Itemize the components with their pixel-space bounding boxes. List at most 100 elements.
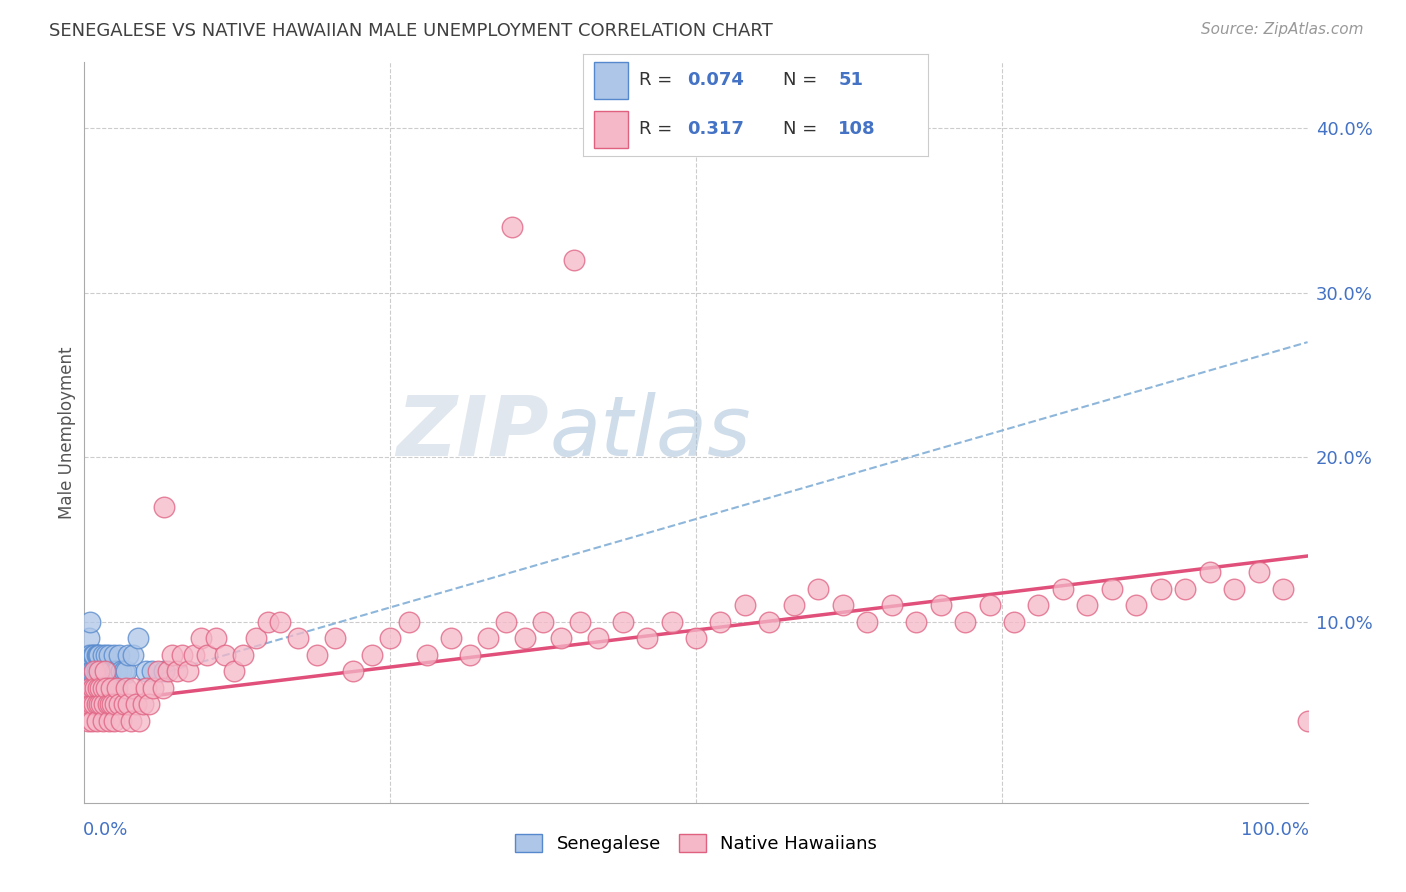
Point [98, 697, 121, 711]
Point [138, 697, 160, 711]
Text: 0.0%: 0.0% [83, 822, 128, 839]
Point [77, 681, 100, 695]
Point [87, 681, 110, 695]
Point [1198, 566, 1220, 580]
Point [97, 648, 120, 662]
Point [112, 664, 135, 678]
Point [222, 664, 245, 678]
Point [94, 664, 117, 678]
Point [1150, 582, 1173, 596]
Point [1028, 599, 1050, 613]
Point [89, 664, 111, 678]
Bar [593, 111, 628, 148]
Point [495, 615, 517, 629]
Point [166, 664, 188, 678]
Point [87, 681, 110, 695]
Point [80, 714, 103, 728]
Point [90, 697, 112, 711]
Point [84, 681, 107, 695]
Point [107, 648, 129, 662]
Point [153, 664, 176, 678]
Point [128, 714, 150, 728]
Point [323, 632, 346, 646]
Point [79, 615, 101, 629]
Text: N =: N = [783, 120, 824, 138]
Point [1296, 714, 1319, 728]
Point [97, 681, 120, 695]
Legend: Senegalese, Native Hawaiians: Senegalese, Native Hawaiians [508, 827, 884, 861]
Point [550, 632, 572, 646]
Text: 108: 108 [838, 120, 876, 138]
Point [162, 648, 184, 662]
Point [94, 664, 117, 678]
Point [232, 648, 254, 662]
Point [91, 664, 114, 678]
Point [104, 697, 127, 711]
Point [86, 664, 108, 678]
Point [105, 681, 128, 695]
Point [1272, 582, 1295, 596]
Point [98, 664, 121, 678]
Point [953, 615, 976, 629]
Point [122, 681, 145, 695]
Point [97, 697, 120, 711]
Point [125, 697, 148, 711]
Point [115, 681, 138, 695]
Point [342, 664, 364, 678]
Point [156, 664, 179, 678]
Point [77, 714, 100, 728]
Point [115, 664, 138, 678]
Point [929, 599, 952, 613]
Point [305, 648, 328, 662]
Point [135, 664, 157, 678]
Point [80, 664, 103, 678]
Point [1002, 615, 1025, 629]
Point [142, 681, 165, 695]
Point [172, 648, 194, 662]
Point [568, 615, 591, 629]
Point [100, 664, 122, 678]
Point [79, 648, 101, 662]
Point [87, 648, 110, 662]
Text: R =: R = [638, 120, 678, 138]
Point [82, 681, 104, 695]
Text: 100.0%: 100.0% [1241, 822, 1309, 839]
Point [183, 648, 205, 662]
Point [1125, 599, 1147, 613]
Point [287, 632, 309, 646]
Point [89, 681, 111, 695]
Point [398, 615, 420, 629]
Point [135, 681, 157, 695]
Point [82, 648, 104, 662]
Point [141, 664, 163, 678]
Point [205, 632, 228, 646]
Point [96, 681, 118, 695]
Point [77, 697, 100, 711]
Point [89, 681, 111, 695]
Point [195, 648, 218, 662]
Point [783, 599, 806, 613]
Point [101, 697, 124, 711]
Point [177, 664, 200, 678]
Point [100, 681, 122, 695]
Point [77, 664, 100, 678]
Point [612, 615, 634, 629]
Point [84, 681, 107, 695]
Point [1101, 582, 1123, 596]
Point [86, 697, 108, 711]
Point [87, 648, 110, 662]
Point [79, 681, 101, 695]
Point [86, 664, 108, 678]
Point [87, 697, 110, 711]
Point [245, 632, 267, 646]
Point [86, 648, 108, 662]
Point [807, 582, 830, 596]
Point [101, 681, 124, 695]
Point [117, 697, 139, 711]
Bar [593, 62, 628, 99]
Point [1247, 566, 1270, 580]
Point [96, 648, 118, 662]
Point [257, 615, 280, 629]
Point [103, 648, 125, 662]
Point [104, 664, 127, 678]
